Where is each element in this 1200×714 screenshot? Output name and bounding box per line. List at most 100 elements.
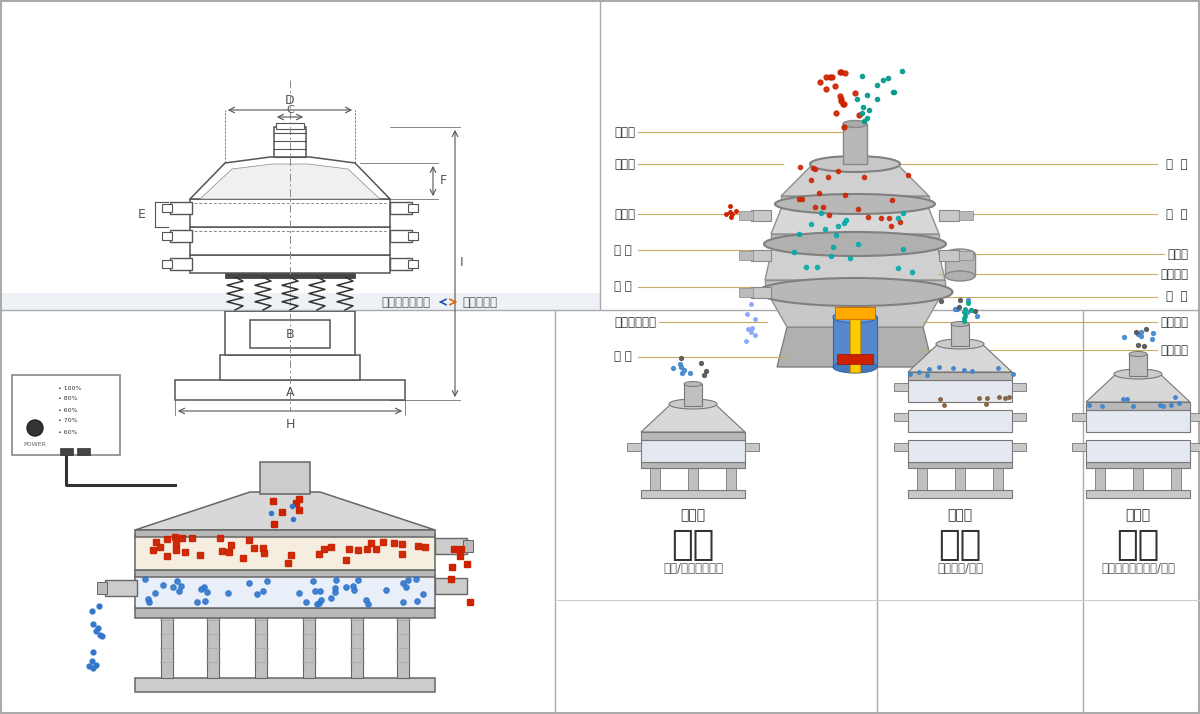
Text: 去除异物/结块: 去除异物/结块 xyxy=(937,562,983,575)
Bar xyxy=(226,310,355,355)
Bar xyxy=(302,615,314,678)
Bar xyxy=(908,462,1012,468)
Polygon shape xyxy=(778,327,934,367)
Bar xyxy=(842,124,866,164)
Bar xyxy=(170,258,192,270)
Bar xyxy=(908,410,1012,432)
Bar xyxy=(352,615,364,678)
Ellipse shape xyxy=(1114,369,1162,379)
Text: • 100%: • 100% xyxy=(58,386,82,391)
Text: 筛  网: 筛 网 xyxy=(1166,158,1188,171)
Bar xyxy=(60,448,73,455)
Bar xyxy=(917,465,928,490)
Bar xyxy=(436,578,467,594)
Text: 束 环: 束 环 xyxy=(614,243,631,256)
Text: 去除液体中的颗粒/异物: 去除液体中的颗粒/异物 xyxy=(1102,562,1175,575)
Polygon shape xyxy=(134,492,436,530)
Bar xyxy=(1012,413,1026,421)
Ellipse shape xyxy=(764,232,946,256)
Text: 筛  盘: 筛 盘 xyxy=(1166,291,1188,303)
Bar xyxy=(894,383,908,391)
Bar xyxy=(751,287,772,298)
Polygon shape xyxy=(1086,374,1190,402)
Text: 进料口: 进料口 xyxy=(614,126,635,139)
Bar xyxy=(1086,440,1190,462)
Text: 弹 簧: 弹 簧 xyxy=(614,281,631,293)
Text: 下部重锤: 下部重锤 xyxy=(1160,343,1188,356)
Text: 上部重锤: 上部重锤 xyxy=(1160,268,1188,281)
Text: 网  架: 网 架 xyxy=(1166,208,1188,221)
Text: A: A xyxy=(286,386,294,398)
Bar xyxy=(208,615,220,678)
Bar xyxy=(190,227,390,255)
Text: B: B xyxy=(286,328,294,341)
Bar xyxy=(739,211,754,220)
Bar xyxy=(230,340,350,355)
Text: 运输固定螺栓: 运输固定螺栓 xyxy=(614,316,656,328)
Bar xyxy=(940,250,959,261)
Bar xyxy=(641,432,745,440)
Bar xyxy=(408,204,418,212)
Bar xyxy=(77,448,90,455)
Bar xyxy=(641,440,745,462)
Bar xyxy=(397,615,409,678)
Bar xyxy=(408,232,418,240)
Bar xyxy=(162,260,172,268)
Bar xyxy=(835,307,875,319)
Bar xyxy=(97,582,107,594)
Text: 分级: 分级 xyxy=(671,528,715,562)
Bar xyxy=(274,127,306,157)
Bar xyxy=(2,293,600,310)
Bar xyxy=(170,230,192,242)
Text: I: I xyxy=(460,256,463,269)
Bar xyxy=(1086,402,1190,410)
Ellipse shape xyxy=(946,249,974,259)
Bar xyxy=(436,538,467,554)
Bar xyxy=(134,535,436,570)
Text: • 60%: • 60% xyxy=(58,408,78,413)
Ellipse shape xyxy=(775,194,935,214)
Polygon shape xyxy=(200,164,380,199)
Bar xyxy=(766,280,946,294)
Bar xyxy=(772,234,940,246)
Ellipse shape xyxy=(842,121,866,128)
Ellipse shape xyxy=(952,321,970,326)
Bar xyxy=(908,440,1012,462)
Text: 双层式: 双层式 xyxy=(1126,508,1151,522)
Bar xyxy=(1086,410,1190,432)
Polygon shape xyxy=(766,244,946,280)
Bar xyxy=(955,465,965,490)
Text: C: C xyxy=(286,105,294,115)
Bar xyxy=(959,211,973,220)
Bar xyxy=(1129,354,1147,376)
Bar xyxy=(994,465,1003,490)
Bar xyxy=(170,202,192,214)
Ellipse shape xyxy=(684,381,702,386)
Bar xyxy=(894,443,908,451)
Bar xyxy=(1190,413,1200,421)
Bar xyxy=(1171,465,1181,490)
Bar xyxy=(940,210,959,221)
Bar xyxy=(838,354,874,364)
Ellipse shape xyxy=(946,271,974,281)
Bar xyxy=(12,375,120,455)
Ellipse shape xyxy=(833,311,877,323)
Bar xyxy=(751,250,772,261)
Bar xyxy=(390,258,412,270)
Bar xyxy=(260,462,310,494)
Text: 外形尺寸示意图: 外形尺寸示意图 xyxy=(382,296,430,308)
Text: 单层式: 单层式 xyxy=(680,508,706,522)
Bar xyxy=(1190,443,1200,451)
Polygon shape xyxy=(641,404,745,432)
Bar xyxy=(276,123,304,129)
Bar xyxy=(220,355,360,380)
Bar xyxy=(390,230,412,242)
Bar xyxy=(952,324,970,346)
Bar xyxy=(134,570,436,577)
Bar xyxy=(134,575,436,608)
Polygon shape xyxy=(908,344,1012,372)
Bar xyxy=(726,465,736,490)
Bar xyxy=(688,465,698,490)
Ellipse shape xyxy=(670,399,718,409)
Bar xyxy=(250,320,330,348)
